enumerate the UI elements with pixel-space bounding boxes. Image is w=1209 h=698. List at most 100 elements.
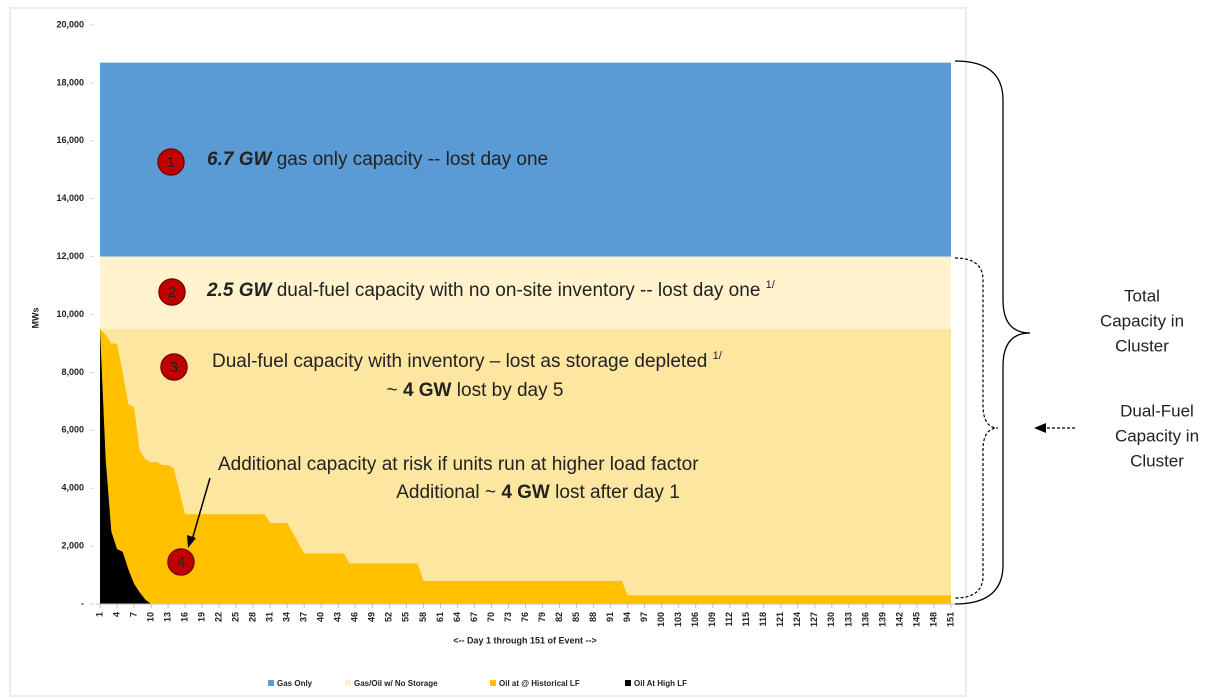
x-tick-label: 31: [265, 612, 275, 622]
x-tick-label: 10: [145, 612, 155, 622]
x-tick-label: 130: [826, 612, 836, 627]
x-tick-label: 76: [520, 612, 530, 622]
y-tick-label: 18,000: [56, 77, 84, 87]
x-tick-label: 25: [231, 612, 241, 622]
x-tick-label: 136: [860, 612, 870, 627]
legend-label: Oil At High LF: [634, 679, 687, 688]
x-tick-label: 97: [639, 612, 649, 622]
y-tick-label: 2,000: [61, 540, 84, 550]
annotation-1: 6.7 GW gas only capacity -- lost day one: [207, 149, 548, 170]
x-tick-label: 118: [758, 612, 768, 627]
x-tick-label: 1: [94, 612, 104, 617]
legend-label: Oil at @ Historical LF: [499, 679, 580, 688]
marker-2: 2: [158, 278, 186, 306]
x-tick-label: 67: [469, 612, 479, 622]
legend-swatch: [490, 680, 496, 686]
x-tick-label: 52: [384, 612, 394, 622]
marker-label: 4: [177, 554, 185, 571]
x-tick-label: 100: [656, 612, 666, 627]
x-tick-label: 4: [111, 612, 121, 617]
x-tick-label: 115: [741, 612, 751, 627]
y-axis-label: MWs: [30, 308, 40, 329]
side-label: Cluster: [1115, 336, 1169, 355]
x-tick-label: 85: [571, 612, 581, 622]
legend-swatch: [268, 680, 274, 686]
plot-area: - 2,000 4,000 6,000 8,000 10,000 12,000 14,000 1…: [56, 19, 955, 627]
annotation-3-line: Dual-fuel capacity with inventory – lost…: [212, 350, 723, 372]
x-tick-label: 7: [128, 612, 138, 617]
x-tick-label: 46: [350, 612, 360, 622]
annotation-2: 2.5 GW dual-fuel capacity with no on-sit…: [206, 279, 776, 301]
x-tick-label: 94: [622, 612, 632, 622]
x-tick-label: 55: [401, 612, 411, 622]
x-tick-label: 145: [911, 612, 921, 627]
x-tick-label: 79: [537, 612, 547, 622]
legend-label: Gas/Oil w/ No Storage: [354, 679, 438, 688]
x-tick-label: 43: [333, 612, 343, 622]
annotations: 1 6.7 GW gas only capacity -- lost day o…: [157, 60, 1199, 605]
x-tick-label: 19: [196, 612, 206, 622]
x-tick-label: 142: [894, 612, 904, 627]
area: [100, 328, 951, 604]
annotation-4-line: Additional capacity at risk if units run…: [218, 454, 699, 475]
marker-label: 3: [170, 359, 178, 376]
y-tick-label: 12,000: [56, 251, 84, 261]
legend-swatch: [625, 680, 631, 686]
x-tick-label: 64: [452, 612, 462, 622]
side-label: Cluster: [1130, 451, 1184, 470]
x-tick-label: 133: [843, 612, 853, 627]
x-tick-label: 91: [605, 612, 615, 622]
marker-label: 2: [168, 284, 176, 301]
side-label: Capacity in: [1115, 426, 1199, 445]
area: [100, 62, 951, 257]
y-tick-label: 14,000: [56, 193, 84, 203]
x-tick-label: 112: [724, 612, 734, 627]
arrow-head: [1034, 423, 1046, 433]
side-label: Dual-Fuel: [1120, 401, 1194, 420]
arrow: [191, 477, 211, 541]
x-tick-label: 82: [554, 612, 564, 622]
x-tick-label: 148: [928, 612, 938, 627]
x-tick-label: 49: [367, 612, 377, 622]
x-tick-label: 127: [809, 612, 819, 627]
x-tick-label: 16: [179, 612, 189, 622]
x-tick-label: 37: [299, 612, 309, 622]
x-tick-label: 73: [503, 612, 513, 622]
x-tick-label: 34: [282, 612, 292, 622]
y-tick-label: 4,000: [61, 483, 84, 493]
x-tick-label: 70: [486, 612, 496, 622]
y-tick-label: 20,000: [56, 19, 84, 29]
total-brace: [954, 60, 1031, 605]
annotation-3-line: ~ 4 GW lost by day 5: [387, 380, 564, 401]
marker-label: 1: [167, 154, 175, 171]
x-tick-label: 61: [435, 612, 445, 622]
x-tick-label: 58: [418, 612, 428, 622]
x-tick-label: 151: [945, 612, 955, 627]
arrow-head: [187, 535, 196, 548]
x-tick-label: 106: [690, 612, 700, 627]
x-tick-label: 88: [588, 612, 598, 622]
x-tick-label: 103: [673, 612, 683, 627]
legend-label: Gas Only: [277, 679, 313, 688]
y-tick-label: -: [81, 598, 84, 608]
x-axis-label: <-- Day 1 through 151 of Event -->: [453, 635, 597, 645]
y-tick-label: 16,000: [56, 135, 84, 145]
x-tick-label: 109: [707, 612, 717, 627]
x-tick-label: 13: [162, 612, 172, 622]
x-tick-label: 121: [775, 612, 785, 627]
dual-fuel-brace: [954, 257, 999, 599]
marker-3: 3: [160, 353, 188, 381]
x-tick-label: 40: [316, 612, 326, 622]
x-tick-label: 139: [877, 612, 887, 627]
x-tick-label: 22: [214, 612, 224, 622]
y-tick-label: 10,000: [56, 309, 84, 319]
y-tick-label: 8,000: [61, 367, 84, 377]
y-tick-label: 6,000: [61, 425, 84, 435]
annotation-4-line: Additional ~ 4 GW lost after day 1: [396, 482, 680, 503]
side-label: Total: [1124, 286, 1160, 305]
marker-1: 1: [157, 148, 185, 176]
x-tick-label: 28: [248, 612, 258, 622]
legend-swatch: [345, 680, 351, 686]
side-label: Capacity in: [1100, 311, 1184, 330]
